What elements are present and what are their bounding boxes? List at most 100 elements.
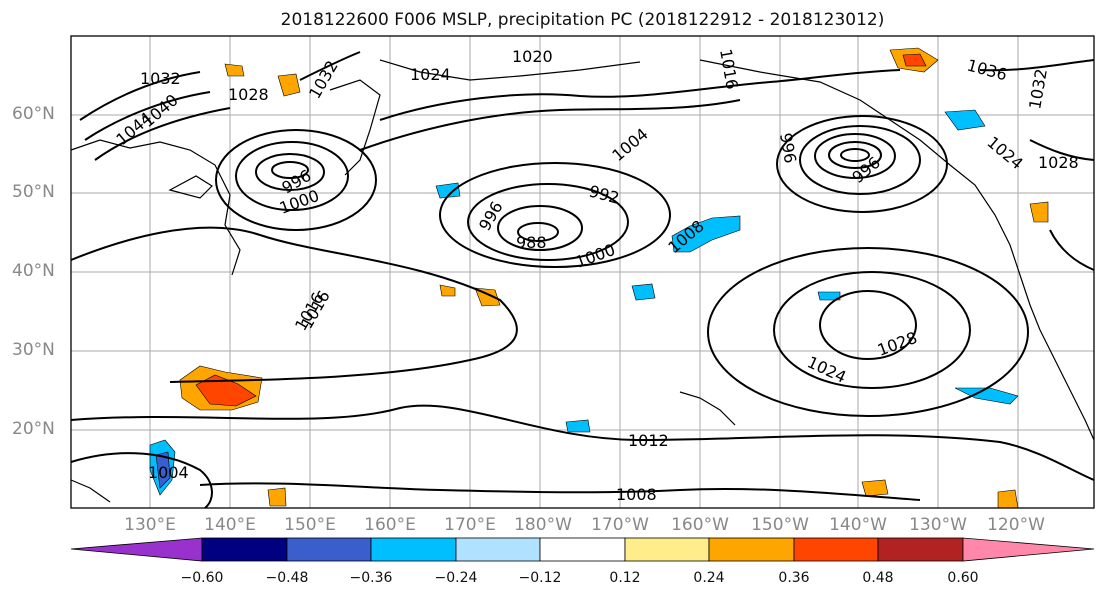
lon-label: 170°W	[591, 515, 649, 535]
isobar	[517, 222, 559, 242]
isobar	[94, 107, 231, 161]
colorbar-segment	[201, 537, 288, 562]
precip-patch	[195, 374, 257, 407]
plot-frame	[70, 35, 1095, 509]
colorbar-tick: 0.24	[693, 570, 725, 586]
colorbar-segment	[793, 537, 879, 562]
isobar-label: 1020	[512, 47, 553, 66]
colorbar-tick: 0.60	[947, 570, 979, 586]
precip-patch	[861, 479, 889, 497]
coastline	[168, 175, 213, 199]
isobar	[215, 129, 377, 231]
colorbar-segment	[624, 537, 710, 562]
lon-label: 140°W	[829, 515, 887, 535]
precip-patch	[155, 451, 171, 489]
precip-patch	[435, 182, 461, 199]
isobar	[1029, 139, 1095, 161]
precip-patch	[565, 419, 591, 433]
isobar	[497, 205, 583, 251]
isobar	[70, 226, 518, 383]
isobar	[70, 404, 1095, 481]
precip-patch	[1029, 201, 1049, 223]
precip-patch	[902, 53, 927, 67]
isobar	[79, 71, 201, 121]
coastline	[699, 59, 1041, 331]
isobar	[255, 153, 325, 191]
colorbar-segment	[539, 537, 626, 562]
precip-patch	[439, 284, 456, 297]
lon-label: 140°E	[204, 515, 256, 535]
precip-patch	[631, 283, 656, 301]
lat-label: 40°N	[12, 261, 55, 281]
isobar	[70, 452, 213, 509]
colorbar-tick: 0.36	[778, 570, 810, 586]
coastline	[379, 59, 641, 81]
isobar	[199, 482, 921, 501]
colorbar-tick: 0.12	[609, 570, 641, 586]
coastlines	[70, 59, 1095, 503]
map-title: 2018122600 F006 MSLP, precipitation PC (…	[280, 10, 885, 30]
lon-label: 130°W	[909, 515, 967, 535]
isobar	[776, 115, 948, 213]
isobar	[828, 141, 882, 169]
lat-label: 30°N	[12, 340, 55, 360]
isobar	[467, 183, 629, 261]
isobar	[359, 99, 741, 151]
isobar	[379, 69, 901, 121]
coastline	[329, 79, 381, 176]
lon-label: 120°W	[987, 515, 1045, 535]
isobar	[799, 125, 921, 195]
isobar-label: 1024	[410, 65, 451, 84]
colorbar-tick: −0.60	[180, 570, 224, 586]
isobar	[235, 141, 349, 211]
lon-label: 150°W	[751, 515, 809, 535]
precip-patch	[997, 489, 1019, 509]
precip-patch	[671, 215, 741, 253]
isobar-label: 1028	[1038, 153, 1079, 172]
coastline	[679, 391, 736, 426]
colorbar-tick: −0.24	[434, 570, 478, 586]
isobar	[707, 247, 1029, 417]
isobar-label: 1032	[140, 69, 181, 88]
isobar-label: 1028	[228, 85, 269, 104]
lon-label: 160°W	[671, 515, 729, 535]
precip-patch	[224, 63, 245, 77]
colorbar-segment	[962, 537, 1095, 562]
lat-label: 50°N	[12, 182, 55, 202]
isobar	[840, 148, 870, 162]
colorbar-tick: −0.12	[518, 570, 562, 586]
isobar	[439, 162, 671, 268]
colorbar-segment	[286, 537, 372, 562]
isobar	[299, 51, 361, 81]
lat-label: 20°N	[12, 419, 55, 439]
isobar-label: 988	[516, 233, 547, 252]
lon-label: 180°W	[514, 515, 572, 535]
lon-label: 150°E	[284, 515, 336, 535]
colorbar-tick: −0.36	[349, 570, 393, 586]
coastline	[1039, 329, 1095, 441]
colorbar-segment	[877, 537, 964, 562]
colorbar-segment	[70, 537, 203, 562]
isobar	[979, 59, 1095, 72]
lon-label: 160°E	[364, 515, 416, 535]
lat-label: 60°N	[12, 104, 55, 124]
precip-patches	[149, 47, 1049, 509]
isobar	[773, 271, 971, 389]
colorbar-tick: −0.48	[265, 570, 309, 586]
precip-patch	[267, 487, 287, 507]
isobar	[1049, 229, 1095, 271]
colorbar-tick: 0.48	[862, 570, 894, 586]
lon-label: 170°E	[444, 515, 496, 535]
precip-patch	[817, 291, 841, 301]
precip-patch	[474, 287, 501, 307]
isobar	[271, 161, 309, 179]
isobar-label: 1004	[148, 463, 189, 482]
colorbar-segment	[455, 537, 541, 562]
colorbar-segment	[708, 537, 795, 562]
precip-patch	[944, 109, 986, 131]
lon-label: 130°E	[124, 515, 176, 535]
isobars	[70, 51, 1095, 509]
isobar	[84, 91, 211, 141]
gridlines	[71, 36, 1094, 508]
